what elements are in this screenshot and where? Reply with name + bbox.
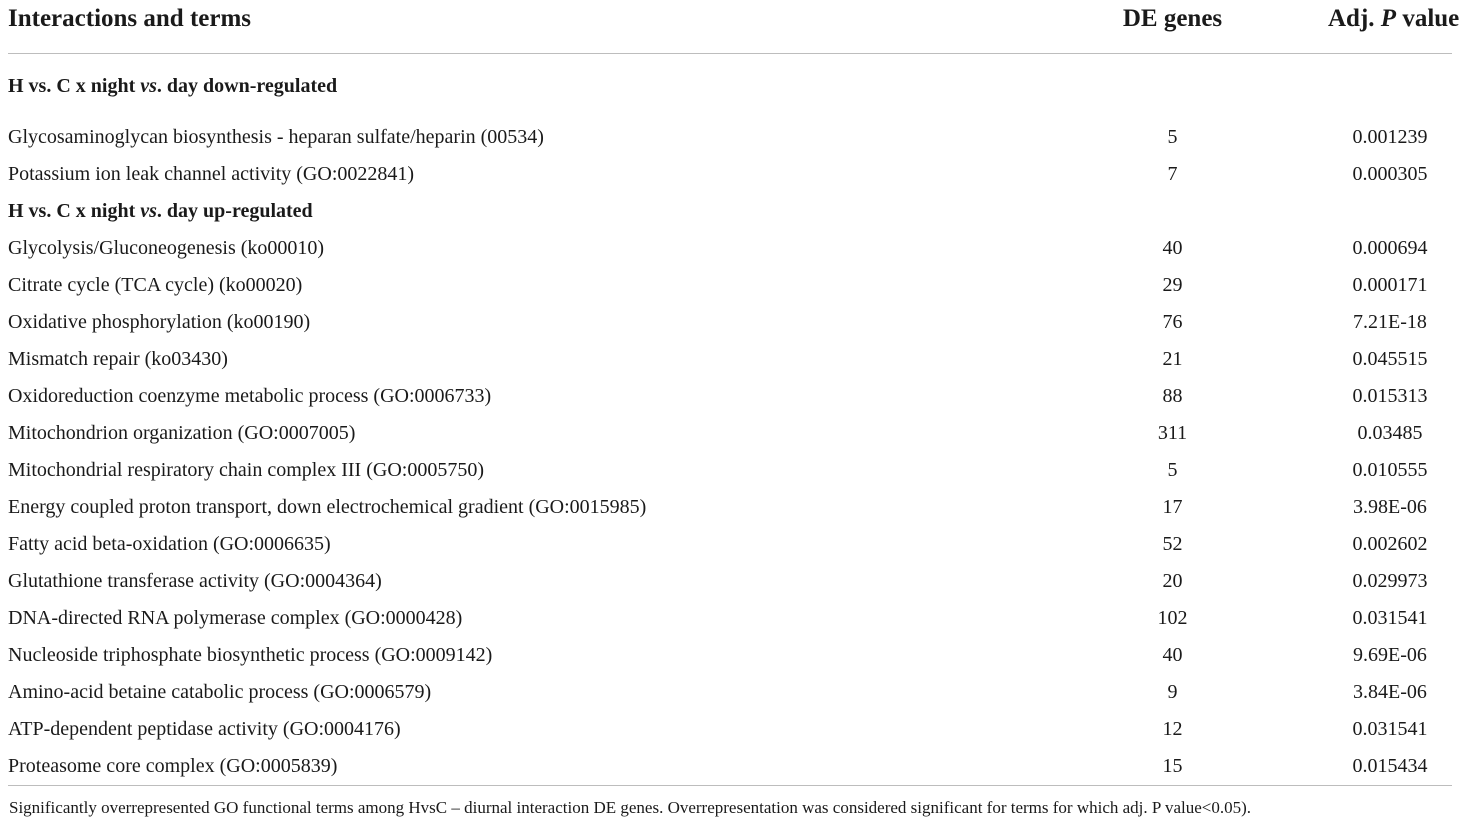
cell-term: Amino-acid betaine catabolic process (GO… (8, 681, 432, 703)
cell-de-genes: 12 (1162, 718, 1183, 740)
section-title-italic: vs (140, 75, 157, 97)
table-row: Proteasome core complex (GO:0005839) 15 0.… (8, 748, 1452, 786)
table-row: Amino-acid betaine catabolic process (GO… (8, 674, 1452, 711)
table-row: Mitochondrial respiratory chain complex … (8, 452, 1452, 489)
cell-adj-p: 0.002602 (1352, 533, 1428, 555)
section-title-part: . day down-regulated (156, 75, 338, 97)
table-row: Glutathione transferase activity (GO:000… (8, 563, 1452, 600)
cell-de-genes: 311 (1157, 422, 1188, 444)
cell-term: Oxidative phosphorylation (ko00190) (8, 311, 311, 333)
cell-de-genes: 88 (1162, 385, 1183, 407)
section-title-part: H vs. C x night (8, 75, 141, 97)
section-title-part: . day up-regulated (156, 200, 313, 222)
table-row: DNA-directed RNA polymerase complex (GO:… (8, 600, 1452, 637)
cell-adj-p: 0.000305 (1352, 163, 1428, 185)
cell-de-genes: 20 (1162, 570, 1183, 592)
cell-de-genes: 102 (1157, 607, 1188, 629)
section-title-part: H vs. C x night (8, 200, 141, 222)
cell-adj-p: 0.031541 (1352, 718, 1428, 740)
cell-term: Energy coupled proton transport, down el… (8, 496, 647, 518)
cell-adj-p: 0.045515 (1352, 348, 1428, 370)
table-row: Energy coupled proton transport, down el… (8, 489, 1452, 526)
cell-de-genes: 76 (1162, 311, 1183, 333)
cell-term: Potassium ion leak channel activity (GO:… (8, 163, 415, 185)
table-row: Potassium ion leak channel activity (GO:… (8, 156, 1452, 193)
cell-term: DNA-directed RNA polymerase complex (GO:… (8, 607, 463, 629)
section-header-row: H vs. C x night vs. day up-regulated (8, 193, 1452, 230)
cell-adj-p: 0.015313 (1352, 385, 1428, 407)
table-footnote: Significantly overrepresented GO functio… (8, 785, 1452, 819)
table-body: H vs. C x night vs. day down-regulated Gl… (8, 54, 1452, 786)
table-row: Oxidative phosphorylation (ko00190) 76 7.2… (8, 304, 1452, 341)
cell-term: Oxidoreduction coenzyme metabolic proces… (8, 385, 492, 407)
cell-term: Citrate cycle (TCA cycle) (ko00020) (8, 274, 303, 296)
cell-de-genes: 15 (1162, 755, 1183, 777)
header-term: Interactions and terms (8, 0, 898, 54)
cell-de-genes: 29 (1162, 274, 1183, 296)
table-row: Glycolysis/Gluconeogenesis (ko00010) 40 0.… (8, 230, 1452, 267)
cell-adj-p: 0.015434 (1352, 755, 1428, 777)
cell-adj-p: 3.98E-06 (1353, 496, 1427, 518)
cell-adj-p: 0.000694 (1352, 237, 1428, 259)
footnote-row: Significantly overrepresented GO functio… (8, 785, 1452, 819)
cell-de-genes: 40 (1162, 644, 1183, 666)
cell-de-genes: 9 (1167, 681, 1178, 703)
header-row: Interactions and terms DE genes Adj. P v… (8, 0, 1459, 54)
cell-adj-p: 3.84E-06 (1353, 681, 1427, 703)
section-header-row: H vs. C x night vs. day down-regulated (8, 54, 1452, 120)
cell-adj-p: 9.69E-06 (1353, 644, 1427, 666)
cell-de-genes: 5 (1167, 126, 1178, 148)
cell-adj-p: 0.010555 (1352, 459, 1428, 481)
cell-de-genes: 21 (1162, 348, 1183, 370)
table-row: ATP-dependent peptidase activity (GO:000… (8, 711, 1452, 748)
cell-adj-p: 7.21E-18 (1353, 311, 1427, 333)
header-adj-p-suffix: value (1396, 4, 1460, 32)
table-row: Mismatch repair (ko03430) 21 0.045515 (8, 341, 1452, 378)
table-row: Citrate cycle (TCA cycle) (ko00020) 29 0.0… (8, 267, 1452, 304)
cell-term: Glycosaminoglycan biosynthesis - heparan… (8, 126, 544, 148)
cell-de-genes: 7 (1167, 163, 1178, 185)
table-row: Oxidoreduction coenzyme metabolic proces… (8, 378, 1452, 415)
cell-adj-p: 0.031541 (1352, 607, 1428, 629)
cell-term: Fatty acid beta-oxidation (GO:0006635) (8, 533, 331, 555)
cell-term: Mismatch repair (ko03430) (8, 348, 228, 370)
cell-de-genes: 17 (1162, 496, 1183, 518)
cell-term: ATP-dependent peptidase activity (GO:000… (8, 718, 401, 740)
table-row: Fatty acid beta-oxidation (GO:0006635) 52… (8, 526, 1452, 563)
cell-term: Glycolysis/Gluconeogenesis (ko00010) (8, 237, 325, 259)
cell-adj-p: 0.03485 (1357, 422, 1423, 444)
cell-adj-p: 0.029973 (1352, 570, 1428, 592)
table-row: Mitochondrion organization (GO:0007005) 3… (8, 415, 1452, 452)
cell-term: Mitochondrion organization (GO:0007005) (8, 422, 356, 444)
table-row: Nucleoside triphosphate biosynthetic pro… (8, 637, 1452, 674)
header-adj-p: Adj. P value (1328, 0, 1459, 54)
cell-de-genes: 52 (1162, 533, 1183, 555)
cell-de-genes: 5 (1167, 459, 1178, 481)
cell-adj-p: 0.000171 (1352, 274, 1428, 296)
go-terms-table: Interactions and terms DE genes Adj. P v… (8, 0, 1459, 819)
section-title: H vs. C x night vs. day down-regulated (8, 54, 1452, 120)
cell-term: Nucleoside triphosphate biosynthetic pro… (8, 644, 493, 666)
cell-de-genes: 40 (1162, 237, 1183, 259)
header-de-genes: DE genes (898, 0, 1328, 54)
cell-term: Proteasome core complex (GO:0005839) (8, 755, 338, 777)
cell-term: Glutathione transferase activity (GO:000… (8, 570, 382, 592)
cell-adj-p: 0.001239 (1352, 126, 1428, 148)
header-adj-p-prefix: Adj. (1328, 4, 1381, 32)
cell-term: Mitochondrial respiratory chain complex … (8, 459, 484, 481)
table-row: Glycosaminoglycan biosynthesis - heparan… (8, 119, 1452, 156)
section-title-italic: vs (140, 200, 157, 222)
header-adj-p-italic: P (1380, 4, 1397, 32)
section-title: H vs. C x night vs. day up-regulated (8, 193, 1452, 230)
